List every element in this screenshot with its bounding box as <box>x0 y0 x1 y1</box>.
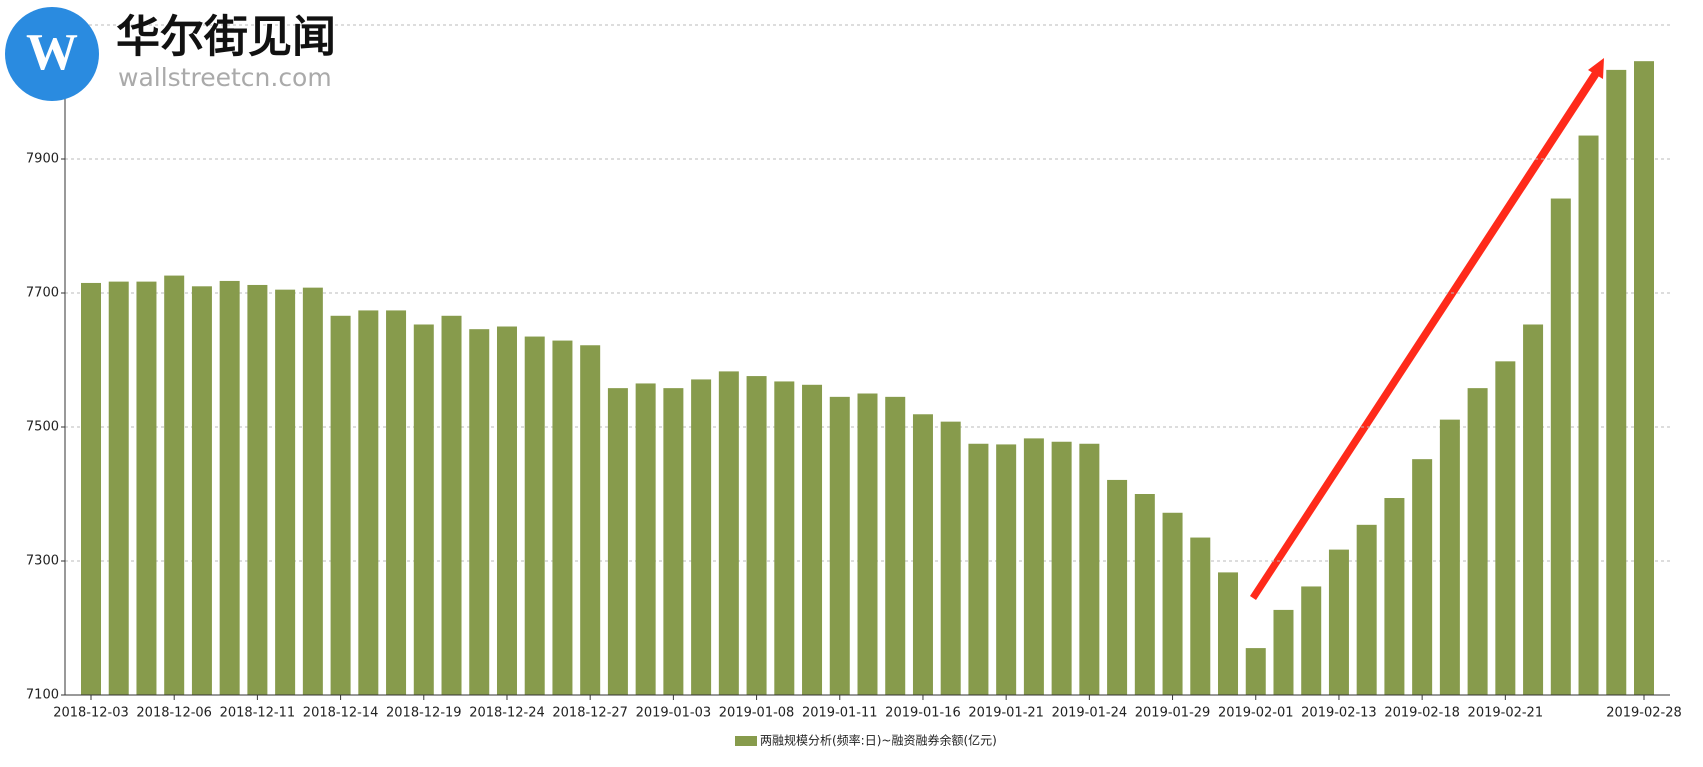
bar <box>663 388 684 695</box>
bar <box>1356 524 1377 695</box>
bar <box>302 287 323 695</box>
bar <box>635 383 656 695</box>
x-tick-label: 2018-12-27 <box>552 706 628 721</box>
logo-title: 华尔街见闻 <box>116 12 336 63</box>
bar <box>1412 459 1433 695</box>
x-tick-label: 2018-12-14 <box>303 706 379 721</box>
bar <box>607 388 628 695</box>
bar <box>1634 61 1654 696</box>
x-tick-label: 2019-02-01 <box>1218 706 1294 721</box>
bar <box>81 282 101 695</box>
bar <box>1523 324 1544 695</box>
bar <box>885 396 906 695</box>
bar <box>219 280 240 695</box>
bar <box>968 443 989 695</box>
legend-label: 两融规模分析(频率:日)~融资融券余额(亿元) <box>760 733 997 748</box>
legend-swatch <box>735 736 757 746</box>
bar <box>358 310 379 695</box>
logo-url: wallstreetcn.com <box>118 63 332 92</box>
bar <box>330 315 351 695</box>
logo-letter: W <box>26 24 78 81</box>
bar <box>996 444 1017 695</box>
bar <box>108 281 129 695</box>
bar <box>1162 512 1183 695</box>
bar <box>580 345 601 695</box>
x-tick-label: 2018-12-19 <box>386 706 462 721</box>
bar <box>802 384 823 695</box>
x-tick-label: 2018-12-06 <box>136 706 212 721</box>
x-tick-label: 2019-01-21 <box>968 706 1044 721</box>
x-tick-label: 2019-02-18 <box>1384 706 1460 721</box>
x-tick-label: 2019-01-11 <box>802 706 878 721</box>
bar <box>1245 648 1266 695</box>
bar <box>1301 586 1322 695</box>
bar <box>1606 69 1627 695</box>
bar <box>164 275 185 695</box>
bar <box>1439 419 1460 695</box>
bar <box>1079 443 1100 695</box>
x-tick-label: 2018-12-24 <box>469 706 545 721</box>
bar <box>247 284 268 695</box>
y-tick-label: 7900 <box>26 152 59 167</box>
arrow-shaft <box>1250 72 1599 600</box>
bar <box>1273 609 1294 695</box>
bar <box>1328 549 1349 695</box>
x-tick-label: 2019-01-24 <box>1052 706 1128 721</box>
bar <box>1467 388 1488 695</box>
bar <box>857 393 878 695</box>
x-tick-label: 2019-02-13 <box>1301 706 1377 721</box>
bar <box>413 324 434 695</box>
arrow-head <box>1588 58 1604 79</box>
bar <box>386 310 407 695</box>
logo-circle <box>5 7 99 101</box>
x-tick-label: 2018-12-03 <box>53 706 129 721</box>
bar <box>1578 135 1599 696</box>
y-tick-label: 7700 <box>26 286 59 301</box>
x-tick-label: 2019-01-08 <box>719 706 795 721</box>
x-tick-label: 2019-01-16 <box>885 706 961 721</box>
bar <box>552 340 573 695</box>
bar <box>1218 572 1239 695</box>
bar <box>774 381 795 695</box>
bar <box>441 315 462 695</box>
bar <box>1051 441 1072 695</box>
x-tick-label: 2019-02-28 <box>1606 706 1682 721</box>
bar <box>469 329 490 695</box>
bar <box>191 286 212 695</box>
bar <box>136 281 157 695</box>
logo: W 华尔街见闻 wallstreetcn.com <box>5 7 336 101</box>
bar <box>1384 498 1405 695</box>
legend: 两融规模分析(频率:日)~融资融券余额(亿元) <box>735 733 997 748</box>
bar <box>1550 198 1571 695</box>
bar <box>691 379 712 695</box>
bar <box>275 289 296 695</box>
bar <box>718 371 739 695</box>
x-tick-label: 2019-02-21 <box>1468 706 1544 721</box>
bar <box>524 336 545 695</box>
bar <box>1023 438 1044 695</box>
bar <box>1190 537 1211 695</box>
bar <box>1107 479 1128 695</box>
x-tick-label: 2018-12-11 <box>220 706 296 721</box>
bar <box>912 414 933 695</box>
y-tick-label: 7500 <box>26 420 59 435</box>
bar <box>746 376 767 695</box>
bar <box>1495 361 1516 695</box>
bar <box>1134 494 1155 695</box>
y-tick-label: 7300 <box>26 554 59 569</box>
bar <box>496 326 517 695</box>
x-tick-label: 2019-01-29 <box>1135 706 1211 721</box>
x-tick-label: 2019-01-03 <box>636 706 712 721</box>
bar <box>940 421 961 695</box>
y-tick-label: 7100 <box>26 688 59 703</box>
bar <box>829 396 850 695</box>
